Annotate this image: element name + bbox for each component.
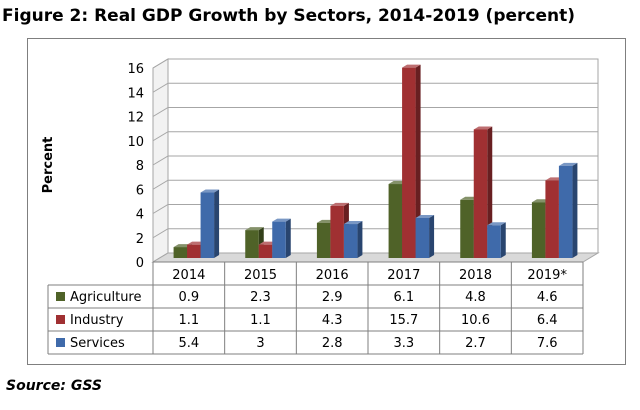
bar-agriculture-2015-top [245, 227, 264, 231]
bar-services-2016-side [357, 221, 363, 258]
bar-industry-2018-top [473, 126, 493, 130]
bar-services-2014-side [214, 189, 220, 258]
data-label: 0.9 [178, 290, 199, 305]
legend-swatch-industry [56, 315, 65, 324]
bar-industry-2018 [473, 129, 488, 258]
x-tick-label: 2016 [316, 268, 349, 283]
y-tick-label: 0 [136, 256, 144, 271]
legend-label-industry: Industry [70, 313, 124, 328]
x-tick-label: 2019* [527, 268, 567, 283]
bar-industry-2015 [258, 244, 273, 258]
bar-industry-2016-top [330, 202, 349, 206]
y-tick-label: 14 [127, 86, 144, 101]
x-tick-label: 2017 [387, 268, 420, 283]
bar-services-2015 [272, 221, 286, 258]
bar-services-2018-top [487, 222, 506, 226]
bar-industry-2017 [402, 67, 416, 258]
bar-industry-2017-side [415, 64, 421, 258]
y-gridline [152, 107, 598, 117]
y-tick-label: 6 [136, 183, 144, 198]
bar-industry-2019 [545, 180, 559, 258]
y-tick-label: 10 [127, 135, 144, 150]
y-tick-label: 16 [127, 62, 144, 77]
bar-services-2015-side [285, 218, 291, 258]
bar-services-2014 [200, 192, 215, 258]
y-tick-label: 4 [136, 208, 144, 223]
bar-services-2018 [487, 225, 501, 258]
data-label: 10.6 [461, 313, 490, 328]
data-label: 3.3 [393, 336, 414, 351]
bar-services-2014-top [200, 189, 220, 193]
bar-agriculture-2015 [245, 230, 259, 258]
source-note: Source: GSS [6, 378, 102, 394]
figure-title: Figure 2: Real GDP Growth by Sectors, 20… [2, 6, 576, 26]
bar-services-2019 [558, 165, 573, 258]
chart-floor [151, 252, 600, 263]
y-tick-label: 12 [127, 111, 144, 126]
bar-agriculture-2018 [460, 199, 474, 258]
bar-services-2019-side [572, 162, 578, 258]
data-label: 6.1 [393, 290, 414, 305]
bar-services-2017-top [415, 214, 435, 218]
x-tick-label: 2015 [244, 268, 277, 283]
bar-chart: 0 2 4 6 8 10 12 14 16 Percent 2014 2015 2016 2017 2018… [41, 58, 600, 355]
y-gridline [152, 82, 598, 93]
bar-services-2017-side [429, 214, 435, 258]
bar-industry-2017-top [402, 64, 421, 68]
bar-agriculture-2016 [316, 222, 331, 258]
data-label: 2.8 [322, 336, 343, 351]
bar-services-2018-side [500, 222, 506, 258]
x-tick-label: 2018 [459, 268, 492, 283]
legend-label-services: Services [70, 336, 125, 351]
data-label: 1.1 [178, 313, 199, 328]
y-axis-title: Percent [41, 137, 56, 194]
bar-agriculture-2017 [388, 184, 403, 258]
data-label: 4.8 [465, 290, 486, 305]
bar-industry-2016 [330, 205, 344, 258]
legend-swatch-agriculture [56, 292, 65, 301]
legend-label-agriculture: Agriculture [70, 290, 142, 305]
data-label: 4.3 [322, 313, 343, 328]
bar-services-2017 [415, 217, 430, 258]
data-label: 2.3 [250, 290, 271, 305]
y-gridline [152, 204, 598, 214]
bar-services-2016 [343, 224, 358, 258]
data-label: 5.4 [178, 336, 199, 351]
data-label: 2.7 [465, 336, 486, 351]
data-label: 4.6 [537, 290, 558, 305]
y-gridline [152, 179, 598, 190]
y-gridline [152, 155, 598, 166]
y-gridline [152, 58, 598, 69]
data-label: 1.1 [250, 313, 271, 328]
x-tick-label: 2014 [172, 268, 205, 283]
y-gridline [152, 228, 598, 239]
bar-industry-2014 [187, 244, 201, 258]
bar-agriculture-2019 [531, 202, 546, 258]
data-label: 15.7 [389, 313, 418, 328]
data-label: 7.6 [537, 336, 558, 351]
data-label: 2.9 [322, 290, 343, 305]
bar-services-2016-top [343, 221, 363, 225]
bar-services-2019-top [558, 162, 578, 166]
bar-services-2015-top [272, 218, 291, 222]
data-label: 6.4 [537, 313, 558, 328]
data-label: 3 [256, 336, 264, 351]
y-tick-label: 2 [136, 232, 144, 247]
y-tick-label: 8 [136, 159, 144, 174]
bar-agriculture-2014 [173, 247, 188, 258]
chart-frame: 0 2 4 6 8 10 12 14 16 Percent 2014 2015 2016 2017 2018… [27, 38, 626, 365]
legend-swatch-services [56, 338, 65, 347]
y-gridline [152, 131, 598, 142]
